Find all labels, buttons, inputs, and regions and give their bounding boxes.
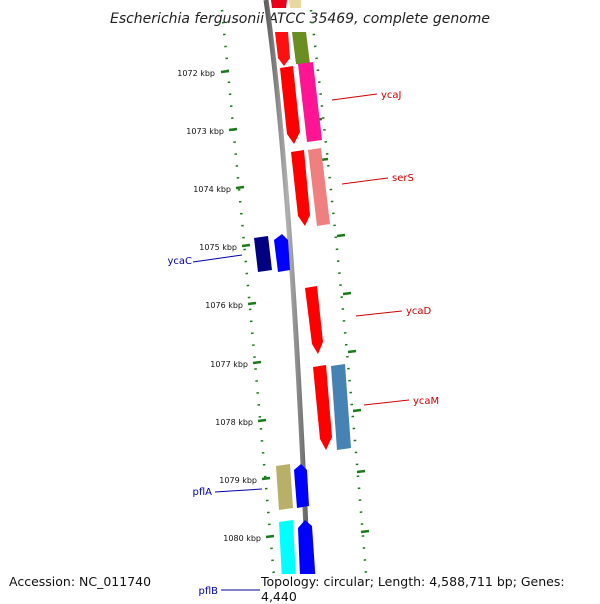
gene-label-ycaD[interactable]: ycaD — [406, 306, 432, 317]
tick-mark — [261, 476, 271, 481]
gene-labels: ycaJ serS ycaC ycaD ycaM pflA pflB — [167, 90, 439, 597]
gene-label-serS[interactable]: serS — [392, 173, 414, 184]
map-title: Escherichia fergusonii ATCC 35469, compl… — [110, 11, 490, 27]
gene-feature[interactable] — [271, 0, 287, 8]
tick-mark — [265, 534, 275, 539]
tick-label: 1077 kbp — [210, 360, 248, 369]
gene-label-pflB[interactable]: pflB — [198, 586, 218, 597]
tick-mark — [228, 127, 238, 132]
label-leader — [331, 93, 378, 101]
gene-label-ycaC[interactable]: ycaC — [167, 256, 192, 267]
tick-label: 1073 kbp — [186, 127, 224, 136]
gene-feature[interactable] — [254, 236, 272, 272]
tick-mark — [360, 529, 370, 534]
gene-feature[interactable] — [292, 32, 310, 64]
gene-feature[interactable] — [291, 150, 310, 226]
label-leader — [355, 310, 403, 317]
tick-mark — [347, 349, 357, 354]
tick-label: 1080 kbp — [223, 534, 261, 543]
gene-feature[interactable] — [331, 364, 351, 450]
tick-mark — [247, 301, 257, 306]
tick-label: 1072 kbp — [177, 69, 215, 78]
tick-label: 1074 kbp — [193, 185, 231, 194]
tick-mark — [352, 408, 362, 413]
gene-feature[interactable] — [305, 286, 323, 354]
gene-label-pflA[interactable]: pflA — [193, 487, 213, 498]
gene-feature[interactable] — [280, 66, 300, 144]
genome-summary-text: Topology: circular; Length: 4,588,711 bp… — [260, 574, 600, 604]
label-leader — [363, 399, 410, 406]
tick-mark — [356, 469, 366, 474]
gene-feature[interactable] — [294, 464, 309, 508]
tick-mark — [342, 291, 352, 296]
accession-text: Accession: NC_011740 — [8, 574, 153, 589]
gene-feature[interactable] — [298, 62, 322, 142]
tick-mark — [336, 233, 346, 238]
gene-feature[interactable] — [308, 148, 330, 226]
label-leader — [192, 254, 243, 263]
label-leader — [214, 488, 263, 493]
gene-feature[interactable] — [313, 365, 332, 450]
gene-label-ycaM[interactable]: ycaM — [413, 396, 439, 407]
gene-features — [254, 0, 351, 600]
tick-label: 1078 kbp — [215, 418, 253, 427]
tick-mark — [252, 360, 262, 365]
gene-feature[interactable] — [274, 234, 290, 272]
tick-mark — [220, 69, 230, 74]
tick-mark — [241, 243, 251, 248]
gene-feature[interactable] — [275, 32, 290, 66]
gene-feature[interactable] — [289, 0, 301, 8]
tick-mark — [257, 418, 267, 423]
label-leader — [341, 177, 389, 185]
gene-feature[interactable] — [276, 464, 293, 510]
tick-label: 1079 kbp — [219, 476, 257, 485]
tick-label: 1075 kbp — [199, 243, 237, 252]
tick-label: 1076 kbp — [205, 301, 243, 310]
gene-label-ycaJ[interactable]: ycaJ — [381, 90, 402, 101]
tick-labels: 1072 kbp 1073 kbp 1074 kbp 1075 kbp 1076… — [177, 69, 261, 543]
tick-mark — [235, 185, 245, 190]
